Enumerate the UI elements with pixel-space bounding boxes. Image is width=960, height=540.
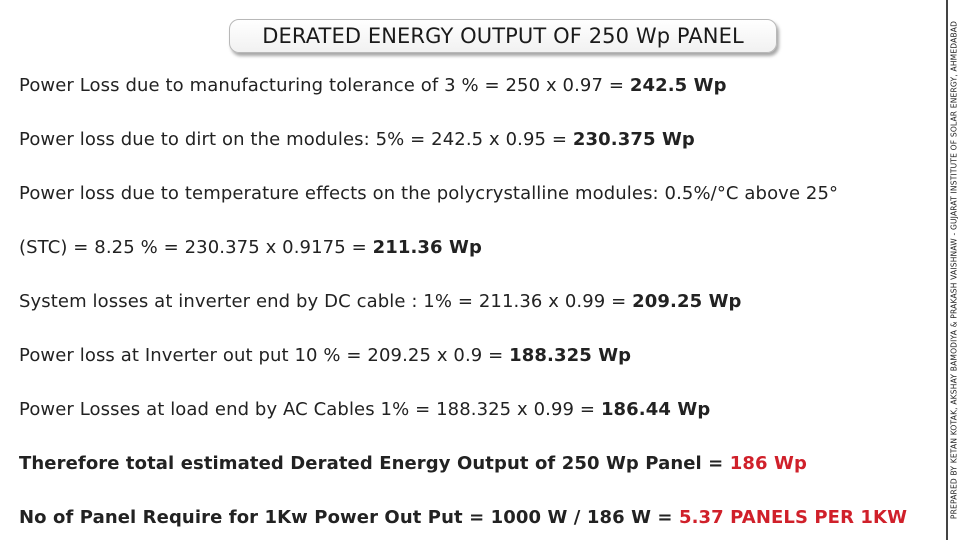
line-result: 242.5 Wp [629, 75, 727, 96]
line-text: System losses at inverter end by DC cabl… [19, 291, 633, 312]
loss-line-inverter: Power loss at Inverter out put 10 % = 20… [19, 345, 631, 367]
loss-line-dirt: Power loss due to dirt on the modules: 5… [19, 129, 695, 151]
line-text: (STC) = 8.25 % = 230.375 x 0.9175 = [19, 237, 373, 258]
total-output-line: Therefore total estimated Derated Energy… [19, 453, 807, 475]
slide-title: DERATED ENERGY OUTPUT OF 250 Wp PANEL [262, 24, 744, 48]
panels-value: 5.37 PANELS PER 1KW [678, 507, 908, 528]
line-result: 188.325 Wp [509, 345, 632, 366]
line-result: 186.44 Wp [600, 399, 711, 420]
total-value: 186 Wp [729, 453, 807, 474]
loss-line-stc: (STC) = 8.25 % = 230.375 x 0.9175 = 211.… [19, 237, 482, 259]
line-result: 230.375 Wp [572, 129, 695, 150]
loss-line-ac-cable: Power Losses at load end by AC Cables 1%… [19, 399, 710, 421]
side-credit-text: PREPARED BY KETAN KOTAK, AKSHAY BAMODIYA… [949, 20, 958, 520]
line-text: Power loss due to temperature effects on… [19, 183, 839, 204]
panels-required-line: No of Panel Require for 1Kw Power Out Pu… [19, 507, 907, 529]
loss-line-temperature: Power loss due to temperature effects on… [19, 183, 838, 205]
side-divider [946, 0, 948, 540]
line-text: Power Loss due to manufacturing toleranc… [19, 75, 630, 96]
line-text: Power Losses at load end by AC Cables 1%… [19, 399, 601, 420]
panels-text: No of Panel Require for 1Kw Power Out Pu… [19, 507, 679, 528]
total-text: Therefore total estimated Derated Energy… [19, 453, 730, 474]
line-text: Power loss at Inverter out put 10 % = 20… [19, 345, 510, 366]
title-box [229, 19, 777, 53]
line-text: Power loss due to dirt on the modules: 5… [19, 129, 573, 150]
loss-line-manufacturing: Power Loss due to manufacturing toleranc… [19, 75, 727, 97]
line-result: 209.25 Wp [632, 291, 742, 312]
loss-line-dc-cable: System losses at inverter end by DC cabl… [19, 291, 742, 313]
side-credit: PREPARED BY KETAN KOTAK, AKSHAY BAMODIYA… [947, 0, 960, 540]
line-result: 211.36 Wp [372, 237, 482, 258]
